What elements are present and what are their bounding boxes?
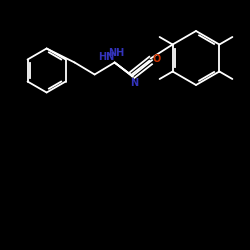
Text: HN: HN xyxy=(98,52,115,62)
Text: NH: NH xyxy=(108,48,125,58)
Text: O: O xyxy=(152,54,161,64)
Text: N: N xyxy=(130,78,139,88)
